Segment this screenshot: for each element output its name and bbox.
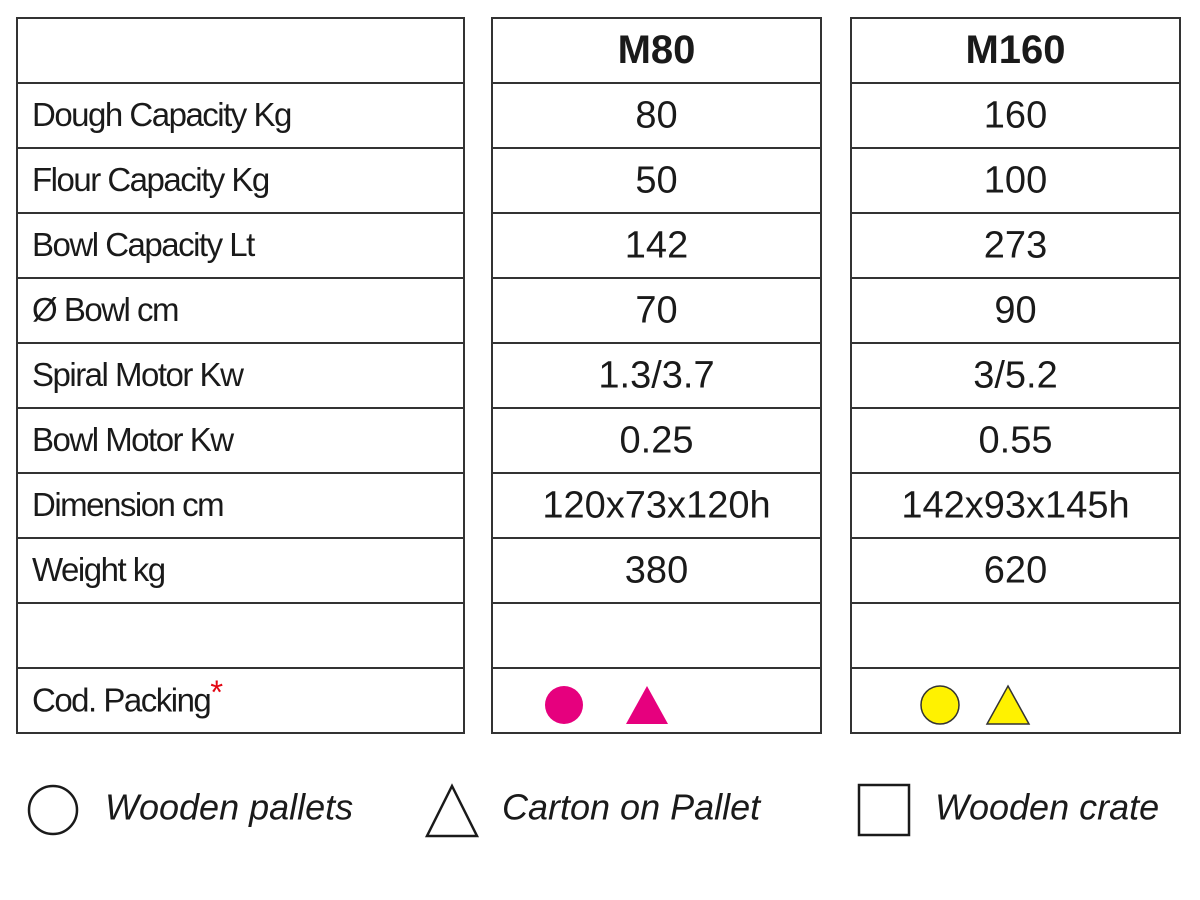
packing-circle bbox=[920, 685, 960, 725]
row-label: Bowl Motor Kw bbox=[32, 421, 234, 458]
legend-triangle bbox=[424, 783, 480, 838]
legend-label: Carton on Pallet bbox=[502, 787, 762, 828]
column-frame bbox=[16, 17, 465, 734]
cell-value: 620 bbox=[984, 550, 1047, 592]
column-frame bbox=[491, 17, 822, 734]
packing-triangle bbox=[626, 686, 668, 724]
cell-value: 0.25 bbox=[620, 420, 694, 462]
asterisk: * bbox=[210, 673, 223, 710]
row-label: Dimension cm bbox=[32, 486, 223, 523]
row-label: Weight kg bbox=[32, 551, 165, 588]
packing-label: Cod. Packing* bbox=[32, 673, 223, 718]
cell-value: 273 bbox=[984, 225, 1047, 267]
cell-value: 380 bbox=[625, 550, 688, 592]
cell-value: 120x73x120h bbox=[542, 485, 770, 527]
cell-value: 90 bbox=[994, 290, 1036, 332]
cell-value: 142x93x145h bbox=[901, 485, 1129, 527]
cell-value: 0.55 bbox=[979, 420, 1053, 462]
column-header: M160 bbox=[965, 28, 1065, 72]
row-label: Bowl Capacity Lt bbox=[32, 226, 255, 263]
row-label: Dough Capacity Kg bbox=[32, 96, 291, 133]
row-label: Spiral Motor Kw bbox=[32, 356, 244, 393]
cell-value: 142 bbox=[625, 225, 688, 267]
cell-value: 100 bbox=[984, 160, 1047, 202]
legend-label: Wooden crate bbox=[935, 787, 1159, 828]
legend-circle bbox=[27, 784, 79, 836]
cell-value: 70 bbox=[635, 290, 677, 332]
legend-label: Wooden pallets bbox=[105, 787, 353, 828]
legend-square bbox=[857, 783, 911, 837]
column-header: M80 bbox=[618, 28, 696, 72]
row-label: Ø Bowl cm bbox=[32, 291, 178, 328]
cell-value: 80 bbox=[635, 95, 677, 137]
cell-value: 1.3/3.7 bbox=[598, 355, 714, 397]
column-frame bbox=[850, 17, 1181, 734]
packing-circle bbox=[545, 686, 583, 724]
cell-value: 3/5.2 bbox=[973, 355, 1058, 397]
row-label: Flour Capacity Kg bbox=[32, 161, 269, 198]
packing-triangle bbox=[985, 684, 1031, 725]
cell-value: 50 bbox=[635, 160, 677, 202]
cell-value: 160 bbox=[984, 95, 1047, 137]
packing-label-text: Cod. Packing bbox=[32, 681, 210, 718]
